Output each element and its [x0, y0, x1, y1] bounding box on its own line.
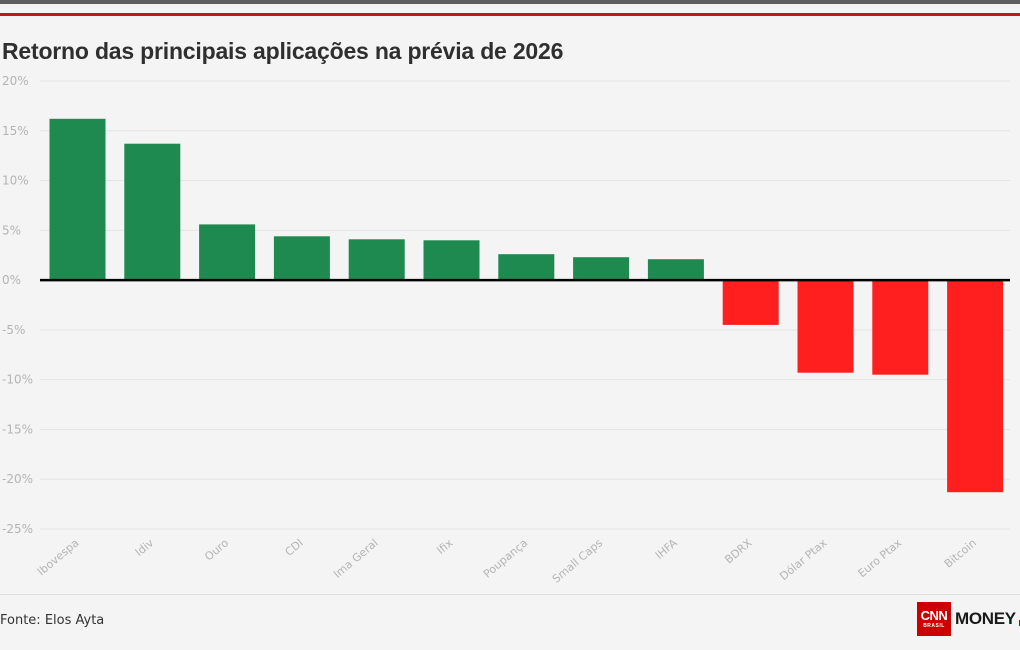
- logo-bars-icon: [1018, 612, 1020, 626]
- bar: [423, 240, 480, 281]
- x-tick-label: Euro Ptax: [856, 536, 905, 580]
- x-tick-label: Ima Geral: [331, 536, 381, 581]
- bar: [124, 143, 181, 281]
- bars: [49, 118, 1004, 493]
- bar: [947, 280, 1004, 493]
- y-tick-label: -25%: [2, 522, 33, 536]
- x-tick-label: Poupança: [481, 536, 530, 580]
- x-tick-label: Bitcoin: [942, 536, 979, 570]
- y-tick-label: -15%: [2, 422, 33, 436]
- source-note: Fonte: Elos Ayta: [0, 613, 105, 628]
- top-red-rule: [0, 13, 1020, 16]
- x-axis-labels: Ibovespa Idiv Ouro CDI Ima Geral Ifix Poupança…: [35, 536, 979, 586]
- logo-money-text: MONEY: [955, 609, 1016, 628]
- x-tick-label: Ibovespa: [35, 536, 81, 578]
- grid-lines: [40, 80, 1010, 530]
- y-tick-label: -5%: [2, 323, 25, 337]
- bar: [498, 254, 555, 281]
- x-tick-label: Ouro: [202, 536, 231, 563]
- logo-brasil-text: BRASIL: [923, 623, 945, 629]
- x-tick-label: CDI: [283, 536, 306, 558]
- x-tick-label: Dólar Ptax: [777, 536, 830, 583]
- bar: [722, 280, 779, 325]
- footer-divider: [0, 594, 1020, 595]
- logo-cnn-text: CNN: [920, 608, 948, 623]
- y-axis-ticks: 20% 15% 10% 5% 0% -5% -10% -15% -20% -25%: [2, 74, 33, 536]
- cnn-money-logo: CNN BRASIL MONEY: [917, 601, 1020, 637]
- x-tick-label: Small Caps: [550, 536, 605, 585]
- y-tick-label: 5%: [2, 223, 21, 237]
- top-gray-bar: [0, 0, 1020, 4]
- x-tick-label: Idiv: [133, 536, 157, 559]
- y-tick-label: 0%: [2, 273, 21, 287]
- x-tick-label: Ifix: [434, 536, 456, 557]
- bar: [797, 280, 854, 373]
- chart-title: Retorno das principais aplicações na pré…: [2, 38, 564, 64]
- bar: [49, 118, 106, 281]
- bar: [199, 224, 256, 281]
- bar: [273, 236, 330, 281]
- bar: [348, 239, 405, 281]
- x-tick-label: IHFA: [653, 536, 680, 562]
- bar-chart: 20% 15% 10% 5% 0% -5% -10% -15% -20% -25% Ibovesp…: [2, 74, 1010, 586]
- bar: [573, 257, 630, 281]
- cnn-brasil-logo-mark: CNN BRASIL: [917, 602, 951, 636]
- x-tick-label: BDRX: [722, 536, 755, 566]
- bar: [647, 259, 704, 281]
- bar: [872, 280, 929, 375]
- y-tick-label: -20%: [2, 472, 33, 486]
- y-tick-label: 20%: [2, 74, 29, 88]
- y-tick-label: 15%: [2, 124, 29, 138]
- y-tick-label: -10%: [2, 373, 33, 387]
- y-tick-label: 10%: [2, 174, 29, 188]
